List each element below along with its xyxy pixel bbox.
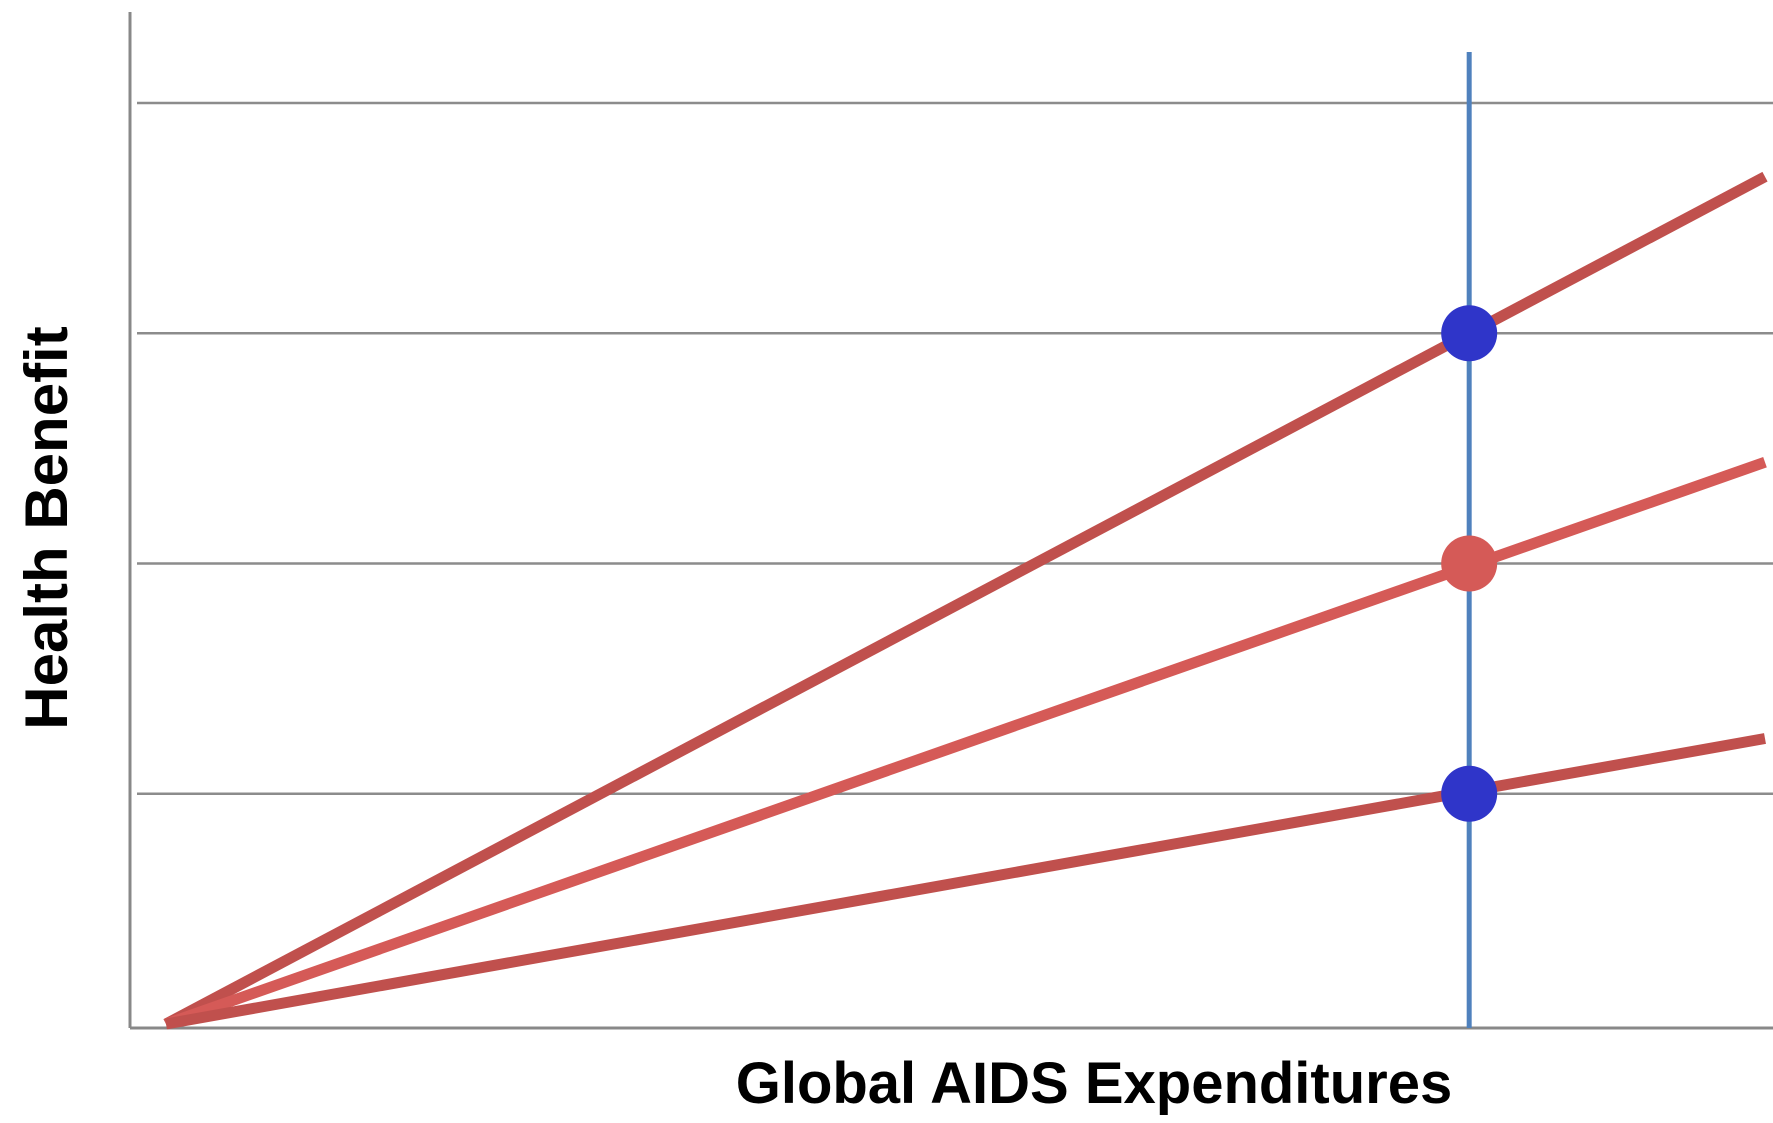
series-lines <box>163 171 1768 1030</box>
series-line-3 <box>165 733 1766 1030</box>
series-line-2 <box>164 457 1767 1030</box>
x-axis-title: Global AIDS Expenditures <box>736 1051 1453 1116</box>
marker-3 <box>1441 765 1498 822</box>
series-line-1 <box>163 171 1768 1029</box>
marker-2 <box>1441 535 1498 592</box>
y-axis-title: Health Benefit <box>13 326 80 729</box>
gridlines <box>137 101 1773 795</box>
markers <box>1441 305 1498 822</box>
marker-1 <box>1441 305 1498 362</box>
